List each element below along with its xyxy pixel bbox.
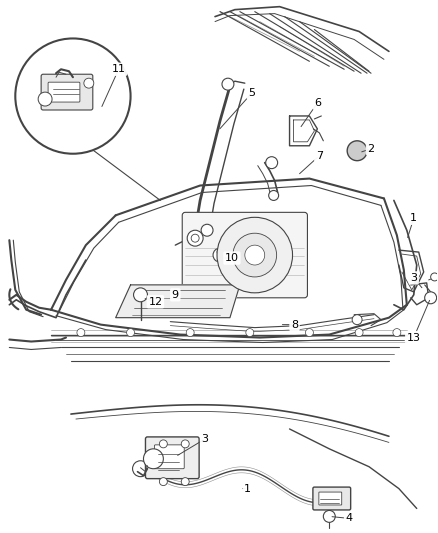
Circle shape <box>233 233 277 277</box>
Circle shape <box>217 249 223 255</box>
Text: 5: 5 <box>248 88 255 98</box>
Circle shape <box>127 329 134 336</box>
Text: 8: 8 <box>291 320 298 329</box>
FancyBboxPatch shape <box>182 212 307 298</box>
Circle shape <box>213 248 227 262</box>
Circle shape <box>431 273 438 281</box>
Text: 2: 2 <box>367 144 374 154</box>
Circle shape <box>186 329 194 336</box>
FancyBboxPatch shape <box>48 82 80 102</box>
Text: 4: 4 <box>346 513 353 523</box>
Circle shape <box>77 329 85 336</box>
Circle shape <box>191 234 199 242</box>
Circle shape <box>305 329 314 336</box>
FancyBboxPatch shape <box>155 445 184 469</box>
Text: 11: 11 <box>112 64 126 74</box>
Text: 3: 3 <box>410 273 417 283</box>
Text: 1: 1 <box>410 213 417 223</box>
Circle shape <box>201 224 213 236</box>
Circle shape <box>268 190 279 200</box>
Text: 9: 9 <box>172 290 179 300</box>
Polygon shape <box>116 285 240 318</box>
Circle shape <box>159 478 167 486</box>
Circle shape <box>15 38 131 154</box>
Circle shape <box>181 478 189 486</box>
Circle shape <box>425 292 437 304</box>
Circle shape <box>323 511 335 522</box>
Text: 10: 10 <box>225 253 239 263</box>
Circle shape <box>355 329 363 336</box>
Circle shape <box>245 245 265 265</box>
Circle shape <box>181 440 189 448</box>
Circle shape <box>144 449 163 469</box>
Text: 12: 12 <box>148 297 162 307</box>
Circle shape <box>266 157 278 168</box>
Circle shape <box>159 440 167 448</box>
Circle shape <box>246 329 254 336</box>
Text: 7: 7 <box>316 151 323 161</box>
Circle shape <box>217 217 293 293</box>
Circle shape <box>347 141 367 160</box>
Text: 1: 1 <box>244 483 251 494</box>
Circle shape <box>352 314 362 325</box>
Circle shape <box>393 329 401 336</box>
FancyBboxPatch shape <box>145 437 199 479</box>
Text: 6: 6 <box>314 98 321 108</box>
FancyBboxPatch shape <box>319 492 342 505</box>
Circle shape <box>84 78 94 88</box>
FancyBboxPatch shape <box>313 487 351 510</box>
FancyBboxPatch shape <box>41 74 93 110</box>
Circle shape <box>38 92 52 106</box>
Circle shape <box>134 288 148 302</box>
Circle shape <box>133 461 148 477</box>
Text: 3: 3 <box>201 434 208 444</box>
Circle shape <box>222 78 234 90</box>
Text: 13: 13 <box>407 333 421 343</box>
Circle shape <box>187 230 203 246</box>
